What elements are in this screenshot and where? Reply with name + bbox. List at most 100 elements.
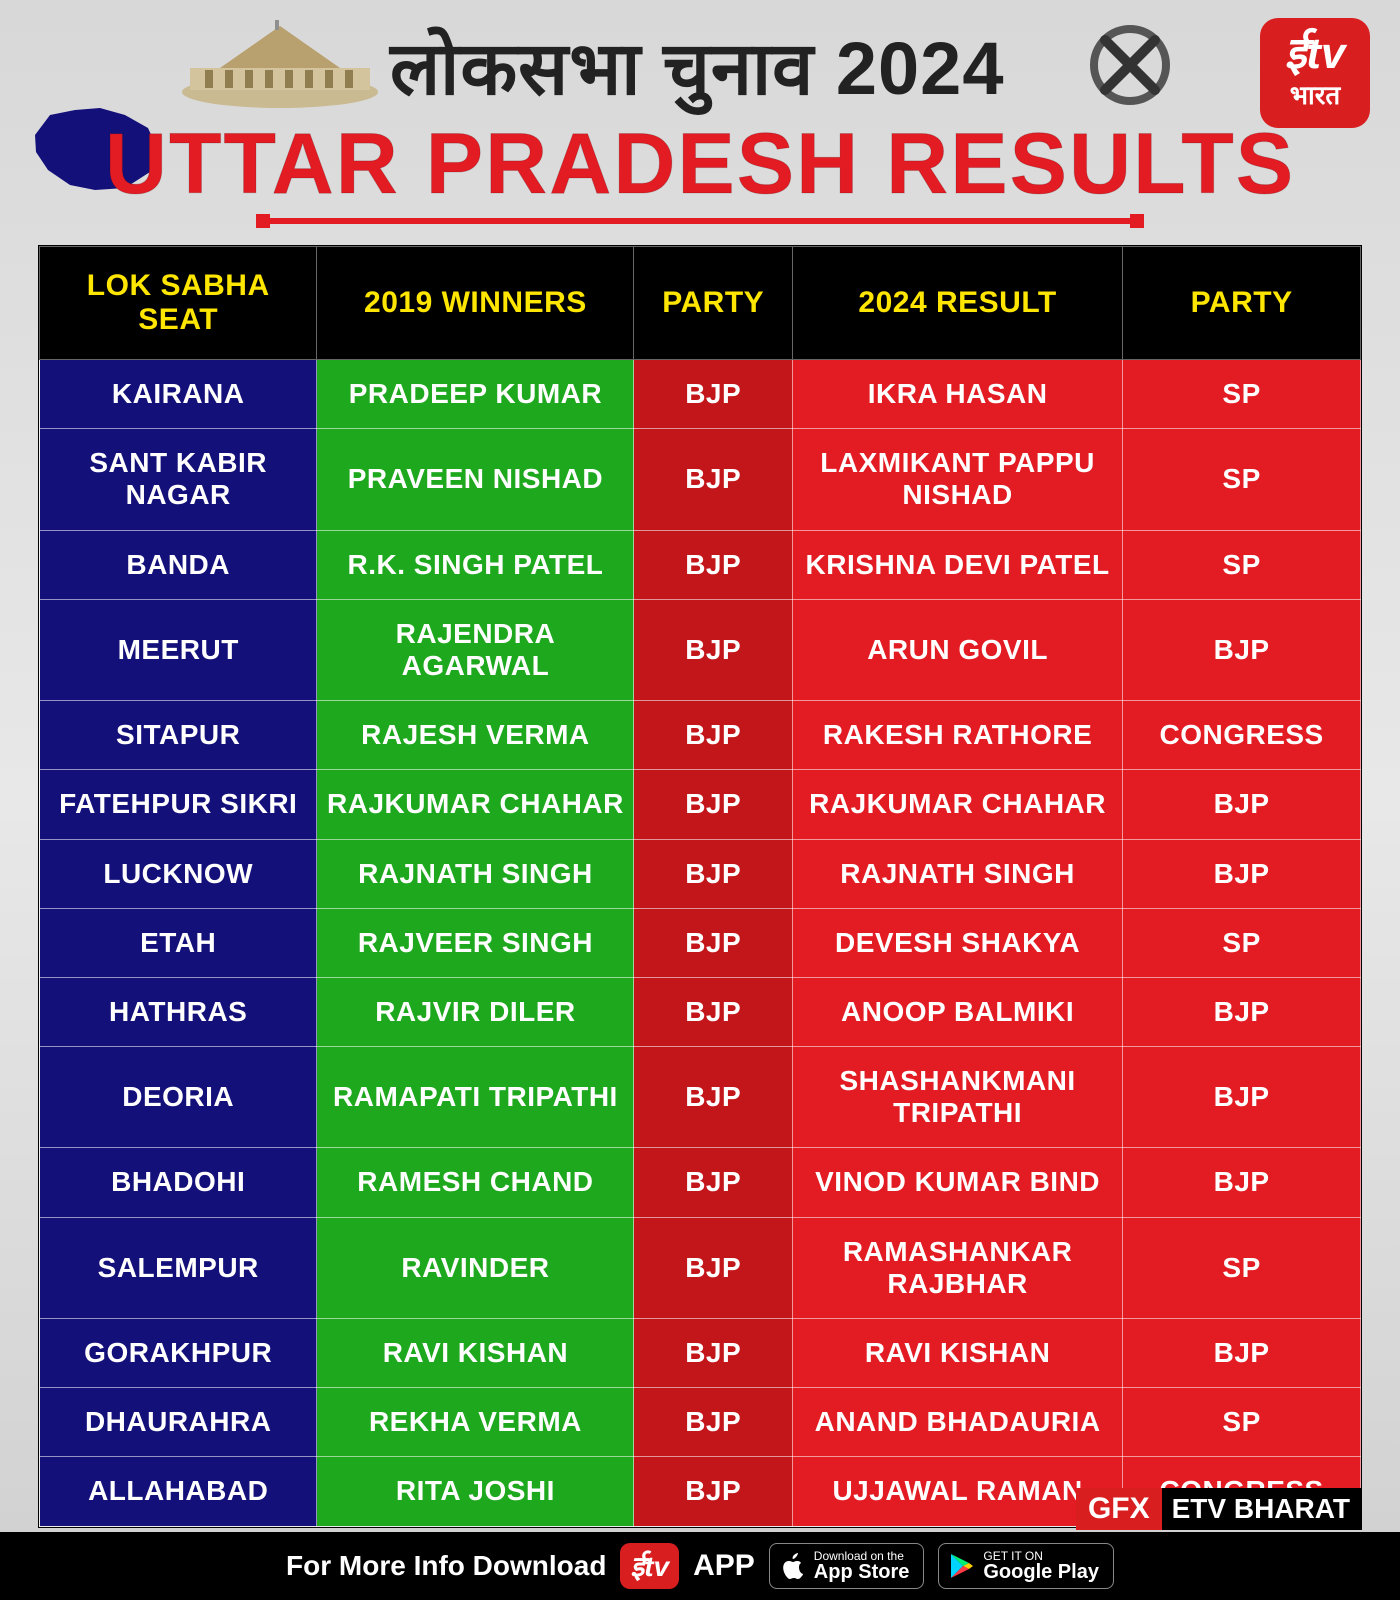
table-cell: RITA JOSHI bbox=[317, 1457, 634, 1526]
table-cell: FATEHPUR SIKRI bbox=[40, 770, 317, 839]
table-cell: GORAKHPUR bbox=[40, 1319, 317, 1388]
table-cell: SP bbox=[1123, 530, 1361, 599]
table-cell: IKRA HASAN bbox=[792, 360, 1122, 429]
table-cell: RAJESH VERMA bbox=[317, 701, 634, 770]
results-table-wrap: LOK SABHA SEAT2019 WINNERSPARTY2024 RESU… bbox=[38, 245, 1362, 1528]
table-cell: BJP bbox=[1123, 770, 1361, 839]
table-cell: SP bbox=[1123, 1217, 1361, 1318]
table-cell: BJP bbox=[634, 839, 793, 908]
table-cell: RAMAPATI TRIPATHI bbox=[317, 1047, 634, 1148]
table-cell: BJP bbox=[634, 701, 793, 770]
table-cell: RAJKUMAR CHAHAR bbox=[317, 770, 634, 839]
table-cell: RAVI KISHAN bbox=[792, 1319, 1122, 1388]
table-cell: UJJAWAL RAMAN bbox=[792, 1457, 1122, 1526]
table-header-cell: 2024 RESULT bbox=[792, 247, 1122, 360]
appstore-badge[interactable]: Download on the App Store bbox=[769, 1543, 925, 1589]
table-cell: R.K. SINGH PATEL bbox=[317, 530, 634, 599]
footer-text: For More Info Download bbox=[286, 1550, 606, 1582]
table-cell: BJP bbox=[1123, 1047, 1361, 1148]
app-label: APP bbox=[693, 1549, 755, 1583]
table-row: HATHRASRAJVIR DILERBJPANOOP BALMIKIBJP bbox=[40, 977, 1361, 1046]
table-cell: BANDA bbox=[40, 530, 317, 599]
table-cell: RAJKUMAR CHAHAR bbox=[792, 770, 1122, 839]
table-row: DEORIARAMAPATI TRIPATHIBJPSHASHANKMANI T… bbox=[40, 1047, 1361, 1148]
table-row: KAIRANAPRADEEP KUMARBJPIKRA HASANSP bbox=[40, 360, 1361, 429]
gfx-brand: ETV BHARAT bbox=[1162, 1488, 1362, 1530]
table-cell: ANOOP BALMIKI bbox=[792, 977, 1122, 1046]
title-underline bbox=[260, 218, 1140, 224]
table-header-cell: LOK SABHA SEAT bbox=[40, 247, 317, 360]
table-cell: SITAPUR bbox=[40, 701, 317, 770]
table-row: MEERUTRAJENDRA AGARWALBJPARUN GOVILBJP bbox=[40, 599, 1361, 700]
table-cell: RAVINDER bbox=[317, 1217, 634, 1318]
header: लोकसभा चुनाव 2024 ईtv भारत UTTAR PRADESH… bbox=[0, 0, 1400, 235]
table-cell: RAVI KISHAN bbox=[317, 1319, 634, 1388]
table-cell: LAXMIKANT PAPPU NISHAD bbox=[792, 429, 1122, 530]
gfx-label: GFX bbox=[1076, 1488, 1162, 1530]
table-cell: BJP bbox=[634, 1319, 793, 1388]
table-cell: BJP bbox=[634, 530, 793, 599]
appstore-big: App Store bbox=[814, 1562, 910, 1582]
table-cell: SHASHANKMANI TRIPATHI bbox=[792, 1047, 1122, 1148]
playstore-badge[interactable]: GET IT ON Google Play bbox=[938, 1543, 1114, 1589]
app-pill-logo: ईtv bbox=[620, 1543, 679, 1589]
table-cell: BJP bbox=[634, 1148, 793, 1217]
gfx-tag: GFX ETV BHARAT bbox=[1076, 1488, 1362, 1530]
table-cell: DEVESH SHAKYA bbox=[792, 908, 1122, 977]
table-header-cell: 2019 WINNERS bbox=[317, 247, 634, 360]
table-cell: BJP bbox=[1123, 977, 1361, 1046]
table-cell: SP bbox=[1123, 429, 1361, 530]
table-cell: SP bbox=[1123, 360, 1361, 429]
main-title: UTTAR PRADESH RESULTS bbox=[0, 115, 1400, 214]
etv-logo: ईtv भारत bbox=[1260, 18, 1370, 128]
table-cell: BJP bbox=[1123, 599, 1361, 700]
table-header-row: LOK SABHA SEAT2019 WINNERSPARTY2024 RESU… bbox=[40, 247, 1361, 360]
hindi-title: लोकसभा चुनाव 2024 bbox=[390, 15, 1005, 116]
table-cell: BJP bbox=[634, 1217, 793, 1318]
table-cell: VINOD KUMAR BIND bbox=[792, 1148, 1122, 1217]
footer: For More Info Download ईtv APP Download … bbox=[0, 1532, 1400, 1600]
table-cell: DEORIA bbox=[40, 1047, 317, 1148]
table-cell: ETAH bbox=[40, 908, 317, 977]
table-header-cell: PARTY bbox=[1123, 247, 1361, 360]
table-cell: KAIRANA bbox=[40, 360, 317, 429]
table-cell: BJP bbox=[1123, 1148, 1361, 1217]
table-cell: LUCKNOW bbox=[40, 839, 317, 908]
table-header-cell: PARTY bbox=[634, 247, 793, 360]
table-cell: SALEMPUR bbox=[40, 1217, 317, 1318]
vote-mark-icon bbox=[1090, 25, 1170, 105]
table-row: GORAKHPURRAVI KISHANBJPRAVI KISHANBJP bbox=[40, 1319, 1361, 1388]
table-cell: BJP bbox=[634, 429, 793, 530]
etv-logo-top: ईtv bbox=[1285, 34, 1346, 74]
table-cell: RAMESH CHAND bbox=[317, 1148, 634, 1217]
table-row: FATEHPUR SIKRIRAJKUMAR CHAHARBJPRAJKUMAR… bbox=[40, 770, 1361, 839]
table-cell: RAJNATH SINGH bbox=[792, 839, 1122, 908]
table-cell: CONGRESS bbox=[1123, 701, 1361, 770]
table-row: SITAPURRAJESH VERMABJPRAKESH RATHORECONG… bbox=[40, 701, 1361, 770]
table-cell: BJP bbox=[634, 1388, 793, 1457]
table-cell: BJP bbox=[1123, 839, 1361, 908]
table-cell: RAJVIR DILER bbox=[317, 977, 634, 1046]
table-cell: MEERUT bbox=[40, 599, 317, 700]
table-cell: RAJNATH SINGH bbox=[317, 839, 634, 908]
table-row: BHADOHIRAMESH CHANDBJPVINOD KUMAR BINDBJ… bbox=[40, 1148, 1361, 1217]
table-cell: ANAND BHADAURIA bbox=[792, 1388, 1122, 1457]
table-cell: HATHRAS bbox=[40, 977, 317, 1046]
table-row: LUCKNOWRAJNATH SINGHBJPRAJNATH SINGHBJP bbox=[40, 839, 1361, 908]
table-cell: BJP bbox=[634, 977, 793, 1046]
table-cell: DHAURAHRA bbox=[40, 1388, 317, 1457]
table-cell: PRAVEEN NISHAD bbox=[317, 429, 634, 530]
table-cell: BHADOHI bbox=[40, 1148, 317, 1217]
table-cell: BJP bbox=[634, 770, 793, 839]
parliament-icon bbox=[180, 20, 380, 110]
table-cell: RAMASHANKAR RAJBHAR bbox=[792, 1217, 1122, 1318]
table-cell: REKHA VERMA bbox=[317, 1388, 634, 1457]
table-cell: RAJENDRA AGARWAL bbox=[317, 599, 634, 700]
etv-logo-bottom: भारत bbox=[1290, 76, 1340, 112]
table-cell: ALLAHABAD bbox=[40, 1457, 317, 1526]
table-cell: BJP bbox=[634, 1047, 793, 1148]
table-cell: SP bbox=[1123, 908, 1361, 977]
table-row: BANDAR.K. SINGH PATELBJPKRISHNA DEVI PAT… bbox=[40, 530, 1361, 599]
table-row: DHAURAHRAREKHA VERMABJPANAND BHADAURIASP bbox=[40, 1388, 1361, 1457]
table-cell: BJP bbox=[634, 1457, 793, 1526]
